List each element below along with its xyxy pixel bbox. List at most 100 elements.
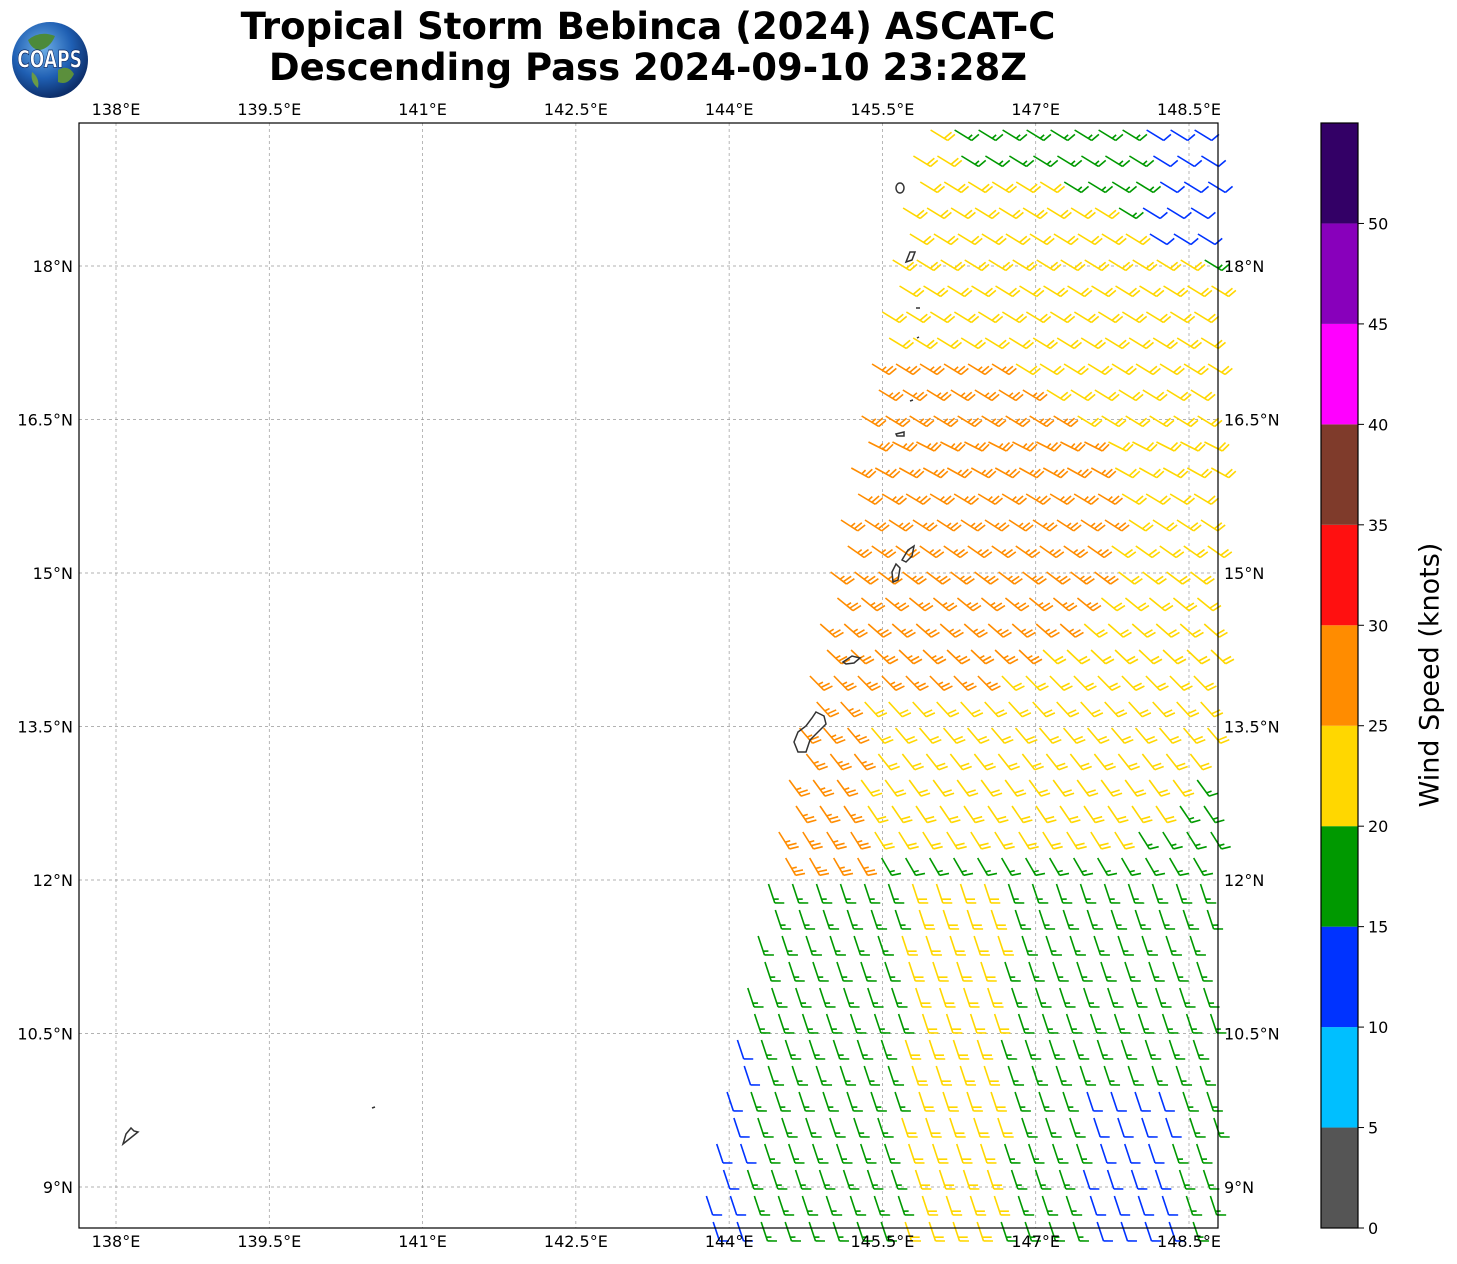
wind-barb xyxy=(1196,779,1219,797)
coastlines xyxy=(121,182,920,1147)
wind-barb xyxy=(1104,519,1130,532)
wind-barb xyxy=(1118,389,1144,402)
wind-barb xyxy=(1058,1169,1076,1190)
wind-barb xyxy=(922,649,947,665)
wind-barb xyxy=(1151,883,1169,904)
wind-barb xyxy=(1199,1065,1217,1086)
wind-barb xyxy=(846,909,864,930)
wind-barb xyxy=(1192,1039,1210,1060)
wind-barb xyxy=(1080,337,1107,350)
wind-barb xyxy=(1099,1143,1117,1164)
wind-barb xyxy=(1076,597,1102,612)
wind-barb xyxy=(801,1013,819,1034)
wind-barb xyxy=(891,805,913,824)
wind-barb xyxy=(1111,363,1137,376)
wind-barb xyxy=(991,181,1018,194)
wind-barb xyxy=(880,1221,897,1242)
wind-barb xyxy=(1035,987,1052,1008)
wind-barb xyxy=(1083,805,1105,824)
wind-barb xyxy=(912,337,939,350)
wind-barb xyxy=(991,363,1017,376)
lat-tick-left: 9°N xyxy=(43,1178,73,1197)
wind-barb xyxy=(805,753,828,771)
wind-barb xyxy=(1093,753,1116,771)
wind-barb xyxy=(916,441,942,452)
wind-barb xyxy=(1190,389,1216,402)
wind-barb xyxy=(1190,571,1215,585)
wind-barb xyxy=(877,935,894,956)
wind-barb xyxy=(926,207,952,220)
wind-barb xyxy=(1074,129,1100,142)
wind-barb xyxy=(902,571,927,585)
wind-barb xyxy=(1055,1065,1073,1086)
lat-tick-left: 13.5°N xyxy=(17,718,73,737)
wind-barb xyxy=(839,883,857,904)
wind-barb xyxy=(1100,779,1123,797)
wind-barb xyxy=(1101,415,1127,428)
wind-barb xyxy=(767,1065,785,1086)
wind-barb xyxy=(1173,415,1199,428)
wind-barb xyxy=(932,961,949,982)
wind-barb xyxy=(1165,1117,1182,1138)
wind-barb xyxy=(1096,857,1118,877)
wind-barb xyxy=(1000,857,1022,877)
wind-barb xyxy=(921,1195,939,1216)
wind-barb xyxy=(1158,909,1176,930)
wind-barb xyxy=(985,155,1011,168)
wind-barb xyxy=(1070,207,1096,220)
wind-barb xyxy=(1093,935,1110,956)
wind-barb xyxy=(952,1221,969,1242)
wind-barb xyxy=(949,753,972,771)
lat-tick-right: 15°N xyxy=(1224,564,1264,583)
wind-barb xyxy=(1049,675,1073,691)
colorbar-ticks: 0 5 10 15 20 25 30 35 40 45 50 xyxy=(1358,214,1388,1238)
wind-barb xyxy=(1032,519,1058,532)
wind-barb xyxy=(1185,1195,1203,1216)
wind-barb xyxy=(1162,649,1187,665)
wind-barb xyxy=(1107,987,1124,1008)
wind-barb xyxy=(819,987,836,1008)
wind-barb xyxy=(943,363,969,376)
wind-barb xyxy=(994,649,1019,665)
wind-barb xyxy=(995,285,1021,298)
wind-barb xyxy=(1018,467,1045,479)
wind-barb xyxy=(977,311,1004,324)
wind-barb xyxy=(1204,259,1230,272)
wind-barb xyxy=(971,285,997,298)
wind-barb xyxy=(974,207,1000,220)
wind-barb xyxy=(1134,727,1158,744)
wind-barb xyxy=(1002,129,1028,142)
wind-barb xyxy=(1158,1091,1175,1112)
wind-barb xyxy=(1069,1117,1086,1138)
wind-barb xyxy=(794,1169,812,1190)
wind-barb xyxy=(829,935,846,956)
wind-barb xyxy=(867,623,892,638)
wind-barb xyxy=(1028,597,1054,612)
wind-barb xyxy=(847,545,873,559)
wind-barb xyxy=(1073,493,1100,505)
colorbar-label: Wind Speed (knots) xyxy=(1414,542,1446,808)
wind-barb xyxy=(888,337,915,350)
wind-barb xyxy=(935,883,953,904)
wind-barb xyxy=(1103,1065,1121,1086)
wind-barb xyxy=(1148,597,1174,612)
wind-barb xyxy=(860,779,883,797)
colorbar-tick-label: 25 xyxy=(1368,717,1388,736)
wind-barb xyxy=(757,935,774,956)
wind-barb xyxy=(1022,389,1048,402)
wind-barb xyxy=(791,1065,809,1086)
wind-barb xyxy=(967,545,993,559)
colorbar-tick-label: 5 xyxy=(1368,1119,1378,1138)
wind-barb xyxy=(1073,311,1100,324)
wind-barb xyxy=(950,571,975,585)
wind-barb xyxy=(1172,779,1195,797)
wind-barb xyxy=(1152,519,1178,532)
colorbar-bin xyxy=(1321,725,1358,827)
wind-barb xyxy=(969,1195,987,1216)
wind-barb xyxy=(743,1065,761,1086)
wind-barb xyxy=(1196,597,1222,612)
wind-barb xyxy=(881,493,908,505)
wind-barb xyxy=(861,415,887,428)
wind-barb xyxy=(881,311,908,324)
wind-barb xyxy=(1018,831,1039,850)
